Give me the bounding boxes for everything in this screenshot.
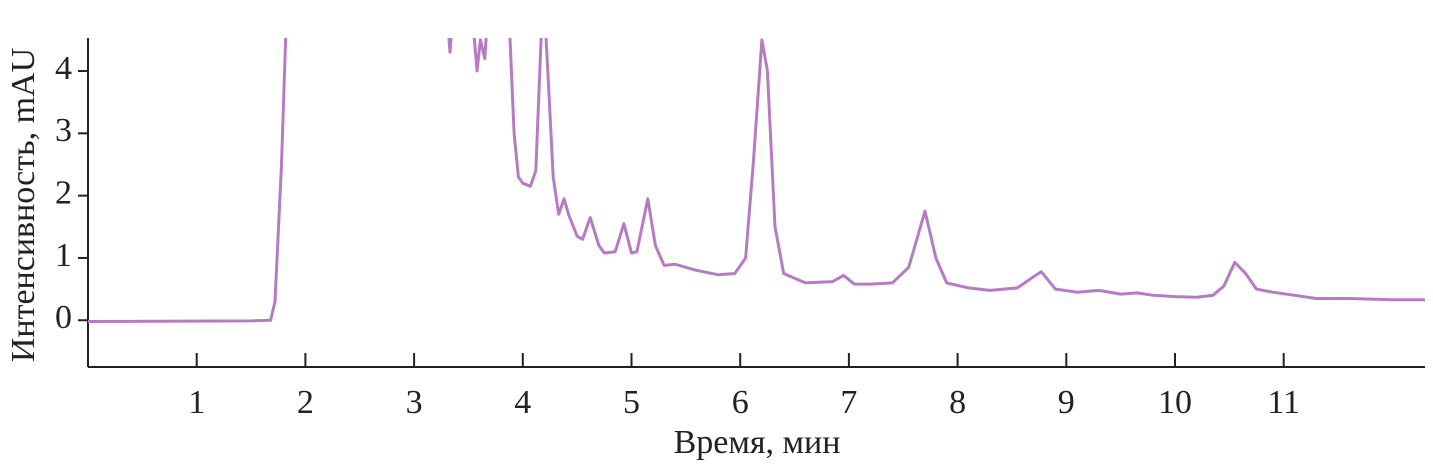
x-tick-label: 2	[297, 384, 314, 421]
y-tick-label: 2	[55, 174, 72, 211]
x-axis-label: Время, мин	[674, 424, 841, 461]
y-tick-label: 0	[55, 299, 72, 336]
trace-line	[88, 38, 1425, 323]
x-tick-label: 3	[406, 384, 423, 421]
x-tick-label: 8	[949, 384, 966, 421]
y-tick-label: 1	[55, 237, 72, 274]
x-tick-label: 7	[840, 384, 857, 421]
y-axis-label: Интенсивность, mAU	[5, 48, 42, 362]
y-tick-label: 3	[55, 112, 72, 149]
x-tick-label: 6	[732, 384, 749, 421]
x-tick-label: 11	[1267, 384, 1300, 421]
y-tick-label: 4	[55, 50, 72, 87]
x-tick-label: 10	[1158, 384, 1192, 421]
x-tick-label: 4	[514, 384, 531, 421]
x-tick-label: 5	[623, 384, 640, 421]
x-tick-label: 1	[188, 384, 205, 421]
x-tick-label: 9	[1058, 384, 1075, 421]
